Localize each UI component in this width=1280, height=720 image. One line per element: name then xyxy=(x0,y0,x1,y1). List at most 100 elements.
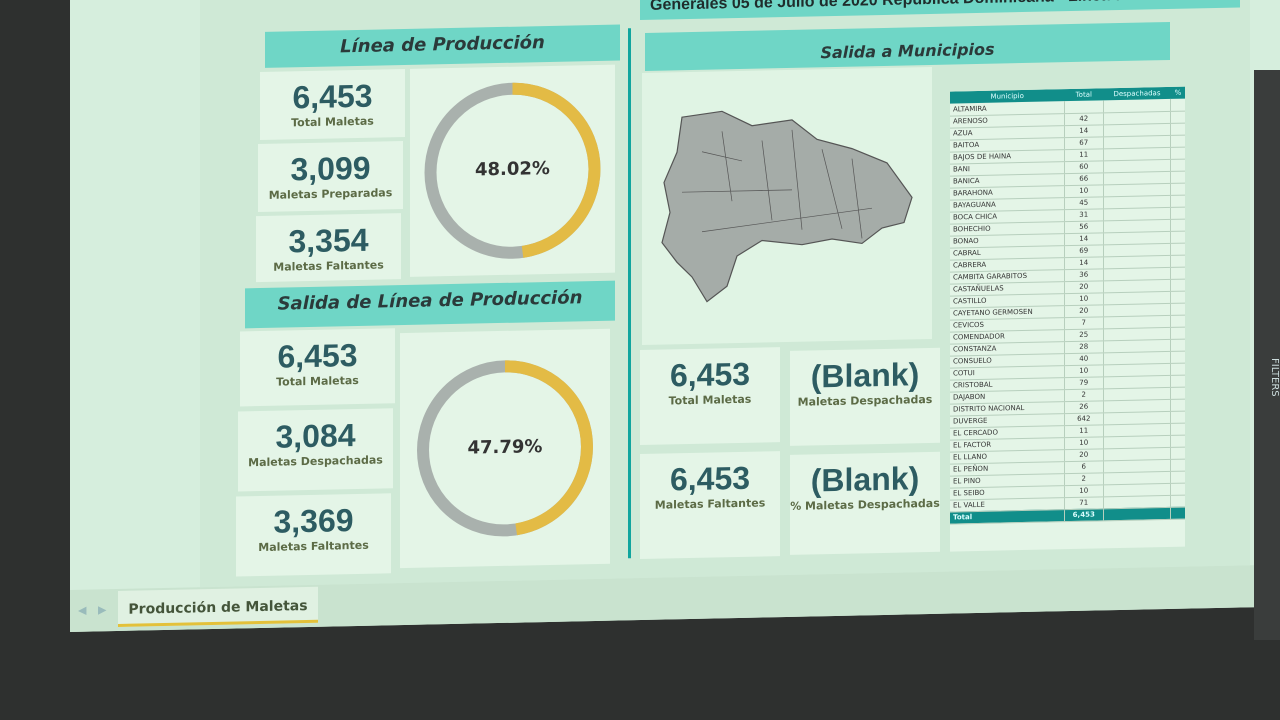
total-cell: 14 xyxy=(1064,256,1104,270)
salida-linea-donut[interactable]: 47.79% xyxy=(400,328,610,569)
card-value: 3,354 xyxy=(288,221,369,260)
pct-cell xyxy=(1170,350,1185,363)
pct-cell xyxy=(1170,218,1185,231)
pct-cell xyxy=(1170,470,1185,483)
mun-maletas-despachadas-card: (Blank) Maletas Despachadas xyxy=(790,347,940,446)
projected-screen: Generales 05 de Julio de 2020 República … xyxy=(70,0,1280,632)
pct-cell xyxy=(1170,506,1185,519)
total-cell: 45 xyxy=(1064,196,1104,210)
card-value: (Blank) xyxy=(810,460,920,499)
pct-cell xyxy=(1170,494,1185,507)
pct-cell xyxy=(1170,362,1185,375)
salida-linea-header: Salida de Línea de Producción xyxy=(245,280,615,329)
card-label: Total Maletas xyxy=(291,114,374,130)
donut-percent: 48.02% xyxy=(475,157,550,181)
card-value: 6,453 xyxy=(669,459,751,498)
linea-header: Línea de Producción xyxy=(265,24,620,68)
total-cell: 11 xyxy=(1064,424,1104,438)
despachadas-cell xyxy=(1103,506,1171,521)
pct-cell xyxy=(1170,446,1185,459)
pct-cell xyxy=(1170,170,1185,183)
total-cell xyxy=(1064,100,1104,114)
card-label: % Maletas Despachadas xyxy=(790,496,940,513)
total-cell: 79 xyxy=(1064,376,1104,390)
total-cell: 11 xyxy=(1064,148,1104,162)
maletas-despachadas-card: 3,084 Maletas Despachadas xyxy=(238,408,393,492)
card-label: Total Maletas xyxy=(668,392,752,408)
next-page-arrow-icon[interactable]: ▶ xyxy=(98,603,107,617)
pct-cell xyxy=(1170,158,1185,171)
total-cell: 56 xyxy=(1064,220,1104,234)
total-cell: 14 xyxy=(1064,232,1104,246)
total-cell: 7 xyxy=(1064,316,1104,330)
total-cell: 20 xyxy=(1064,280,1104,294)
prev-page-arrow-icon[interactable]: ◀ xyxy=(78,603,87,617)
total-cell: 6 xyxy=(1064,460,1104,474)
pct-cell xyxy=(1170,122,1185,135)
total-cell: 10 xyxy=(1064,484,1104,498)
pct-cell xyxy=(1170,398,1185,411)
linea-donut[interactable]: 48.02% xyxy=(410,64,615,277)
pct-cell xyxy=(1170,410,1185,423)
total-cell: 642 xyxy=(1064,412,1104,426)
pct-cell xyxy=(1170,386,1185,399)
total-cell: 10 xyxy=(1064,364,1104,378)
filters-pane-toggle[interactable]: FILTERS xyxy=(1254,70,1280,640)
pct-cell xyxy=(1170,242,1185,255)
card-value: 3,099 xyxy=(290,149,371,188)
card-value: 3,369 xyxy=(273,502,354,540)
card-value: 3,084 xyxy=(275,417,356,455)
pct-cell xyxy=(1170,182,1185,195)
column-header[interactable]: Total xyxy=(1064,88,1104,102)
total-maletas-card: 6,453 Total Maletas xyxy=(260,68,405,141)
salida-total-maletas-card: 6,453 Total Maletas xyxy=(240,328,395,407)
donut-percent: 47.79% xyxy=(467,435,543,459)
total-cell: 60 xyxy=(1064,160,1104,174)
donut-filled xyxy=(424,82,601,259)
pct-cell xyxy=(1170,194,1185,207)
mun-pct-despachadas-card: (Blank)% Maletas Despachadas xyxy=(790,451,940,555)
total-cell: 10 xyxy=(1064,436,1104,450)
total-cell: 2 xyxy=(1064,472,1104,486)
pct-cell xyxy=(1170,482,1185,495)
pct-cell xyxy=(1170,374,1185,387)
pct-cell xyxy=(1170,110,1185,123)
tab-produccion-de-maletas[interactable]: Producción de Maletas xyxy=(118,586,318,627)
total-cell: 25 xyxy=(1064,328,1104,342)
map-shape xyxy=(661,110,913,303)
total-cell: 42 xyxy=(1064,112,1104,126)
total-cell: 66 xyxy=(1064,172,1104,186)
report-canvas: Generales 05 de Julio de 2020 República … xyxy=(200,0,1250,588)
column-header[interactable]: % xyxy=(1170,86,1185,99)
card-value: 6,453 xyxy=(277,336,358,375)
card-value: 6,453 xyxy=(292,77,373,116)
card-value: (Blank) xyxy=(810,356,920,395)
total-cell: 67 xyxy=(1064,136,1104,150)
maletas-faltantes-card: 3,354 Maletas Faltantes xyxy=(256,213,401,283)
total-cell: 36 xyxy=(1064,268,1104,282)
donut-filled xyxy=(417,360,593,537)
salida-maletas-faltantes-card: 3,369 Maletas Faltantes xyxy=(236,493,391,577)
pct-cell xyxy=(1170,458,1185,471)
municipios-table[interactable]: Municipio Total Despachadas% ALTAMIRA ARENO… xyxy=(950,86,1185,552)
card-label: Maletas Faltantes xyxy=(654,496,766,512)
report-title: Generales 05 de Julio de 2020 República … xyxy=(640,0,1240,21)
total-cell: 69 xyxy=(1064,244,1104,258)
pct-cell xyxy=(1170,266,1185,279)
dominican-republic-map[interactable] xyxy=(642,66,932,346)
pct-cell xyxy=(1170,338,1185,351)
total-cell: 31 xyxy=(1064,208,1104,222)
pct-cell xyxy=(1170,206,1185,219)
total-cell: 14 xyxy=(1064,124,1104,138)
card-label: Maletas Faltantes xyxy=(273,258,384,274)
pct-cell xyxy=(1170,134,1185,147)
pct-cell xyxy=(1170,434,1185,447)
pct-cell xyxy=(1170,230,1185,243)
pct-cell xyxy=(1170,326,1185,339)
pct-cell xyxy=(1170,314,1185,327)
total-label: Total xyxy=(950,509,1065,524)
card-label: Maletas Preparadas xyxy=(268,186,393,202)
total-cell: 26 xyxy=(1064,400,1104,414)
total-cell: 2 xyxy=(1064,388,1104,402)
pct-cell xyxy=(1170,422,1185,435)
